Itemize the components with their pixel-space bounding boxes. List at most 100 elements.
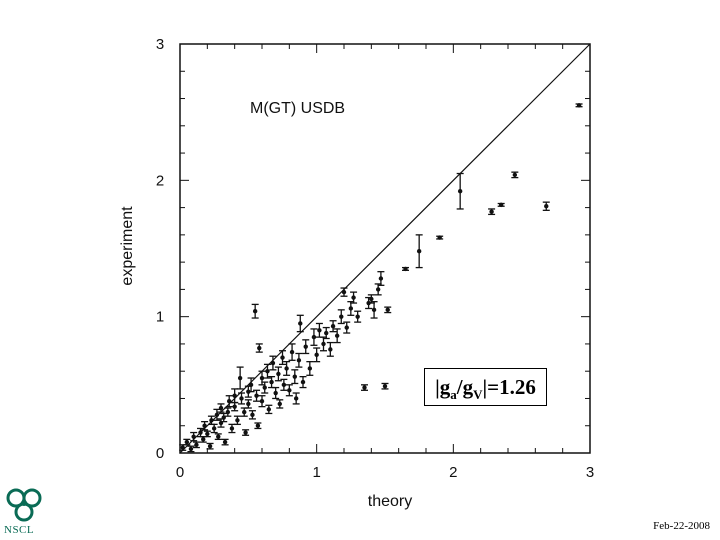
point-marker [307,366,313,371]
logo-text: NSCL [4,524,35,536]
data-point [272,386,280,400]
chart-annotation: M(GT) USDB [250,100,345,117]
point-marker [211,426,217,431]
point-marker [280,355,285,360]
identity-line [179,43,591,454]
point-marker [292,374,297,379]
data-point [225,395,233,408]
point-marker [314,352,319,358]
x-tick-label: 0 [176,464,184,481]
data-point [244,399,252,409]
data-point [377,271,385,286]
point-marker [457,189,463,194]
data-point [347,301,355,316]
data-point [231,388,239,404]
plot-border [179,43,591,454]
point-marker [382,383,388,389]
data-point [415,234,423,269]
data-point [253,389,261,402]
point-marker [355,314,360,319]
data-point [251,303,259,319]
point-marker [252,309,258,314]
data-point [213,408,221,421]
point-marker [321,341,326,347]
point-marker [239,396,244,401]
data-point [283,361,291,376]
data-point [315,322,323,338]
data-point [220,412,228,423]
data-point [254,422,262,430]
point-marker [287,388,292,393]
data-point [242,429,250,436]
point-marker [201,437,206,442]
point-marker [311,334,317,340]
point-marker [403,266,408,272]
data-point [333,328,341,344]
data-point [190,431,198,442]
point-marker [362,385,367,390]
data-point [179,444,187,451]
data-point [488,208,496,216]
point-marker [242,409,247,415]
point-marker [255,423,261,428]
plot-frame [179,43,591,454]
data-point [292,392,300,405]
point-marker [324,330,329,336]
y-tick-label: 0 [156,445,164,462]
point-marker [351,295,356,300]
data-point [201,420,209,431]
y-tick-label: 2 [156,172,164,189]
point-marker [259,398,265,404]
point-marker [225,409,231,415]
data-point [456,172,464,210]
data-point [187,445,195,453]
point-marker [248,382,254,388]
data-point [274,366,282,382]
point-marker [269,379,274,385]
point-marker [300,379,306,385]
point-marker [498,202,504,208]
point-marker [184,439,190,445]
data-point [370,301,378,319]
point-marker [254,393,259,398]
point-marker [222,439,228,445]
point-marker [416,249,422,254]
point-marker [214,412,220,418]
data-points [179,103,583,453]
point-marker [207,443,213,449]
point-marker [371,307,377,313]
point-marker [235,418,240,423]
ratio-mid: /g [456,375,474,399]
point-marker [296,358,302,363]
data-point [203,430,211,438]
data-point [247,377,255,393]
data-point [436,235,444,240]
point-marker [262,385,267,390]
data-point [326,341,334,357]
data-point [575,103,583,108]
point-marker [194,442,199,448]
point-marker [198,430,203,435]
point-marker [229,426,235,431]
data-point [192,441,200,449]
data-point [384,306,392,314]
point-marker [188,446,194,452]
point-marker [344,325,349,330]
x-tick-label: 1 [312,464,320,481]
point-marker [385,307,390,313]
point-marker [293,396,299,401]
x-tick-label: 3 [586,464,594,481]
data-point [276,399,284,409]
point-marker [218,405,224,411]
ratio-pre: |g [435,375,451,399]
point-marker [369,296,374,302]
point-marker [330,324,336,329]
data-point [279,350,286,366]
point-marker [191,434,196,439]
point-marker [257,345,262,351]
ratio-sub-a: a [450,387,457,403]
point-marker [266,407,272,412]
gv-ratio-label: |ga/gV|=1.26 [424,368,547,406]
point-marker [237,375,243,381]
